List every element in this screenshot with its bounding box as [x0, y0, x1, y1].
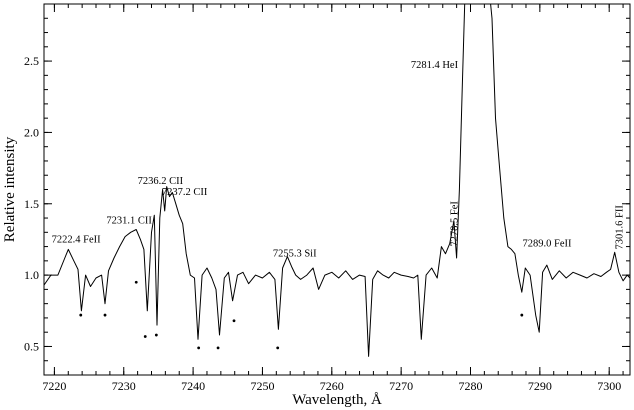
line-markers — [79, 280, 524, 350]
line-annotation: 7281.4 HeI — [411, 60, 459, 71]
line-annotation: 7236.2 CII — [138, 176, 184, 187]
line-marker-dot — [103, 313, 107, 317]
y-tick-label: 0.5 — [24, 339, 39, 353]
tick-labels: 7220 7230 7240 7250 7260 7270 7280 7290 7300 0.5 1… — [24, 54, 621, 393]
line-marker-dot — [154, 333, 158, 337]
line-marker-dot — [197, 346, 201, 350]
spectrum-line — [44, 4, 630, 357]
x-axis-title: Wavelength, Å — [292, 392, 382, 408]
x-tick-label: 7290 — [528, 379, 552, 393]
line-marker-dot — [143, 335, 147, 338]
line-annotation: 7231.1 CII — [106, 216, 152, 227]
line-marker-dot — [134, 280, 138, 284]
y-tick-label: 1.0 — [24, 268, 39, 282]
y-tick-label: 1.5 — [24, 197, 39, 211]
line-marker-dot — [79, 313, 83, 317]
x-tick-label: 7240 — [181, 379, 205, 393]
line-annotation: 7289.0 FeII — [523, 239, 572, 250]
spectrum-series — [44, 4, 630, 357]
axis-ticks — [44, 3, 630, 376]
line-marker-dot — [520, 313, 524, 317]
line-annotation: 7222.4 FeII — [52, 234, 101, 245]
x-tick-label: 7230 — [112, 379, 136, 393]
line-marker-dot — [232, 319, 236, 323]
x-tick-label: 7300 — [597, 379, 621, 393]
x-tick-label: 7280 — [458, 379, 482, 393]
plot-border — [43, 3, 631, 376]
x-tick-label: 7220 — [42, 379, 66, 393]
plot-frame — [43, 3, 631, 376]
x-tick-label: 7260 — [320, 379, 344, 393]
line-marker-dot — [216, 346, 220, 350]
y-axis-title: Relative intensity — [2, 136, 18, 242]
x-tick-label: 7250 — [250, 379, 274, 393]
line-annotation: 7301.6 FII — [614, 205, 625, 250]
line-annotation: 7278.5 FeI — [449, 201, 460, 247]
y-tick-label: 2.0 — [24, 125, 39, 139]
y-tick-label: 2.5 — [24, 54, 39, 68]
line-annotation: 7237.2 CII — [162, 187, 208, 198]
x-tick-label: 7270 — [389, 379, 413, 393]
line-marker-dot — [276, 346, 280, 350]
line-annotation: 7255.3 SiI — [273, 249, 317, 260]
